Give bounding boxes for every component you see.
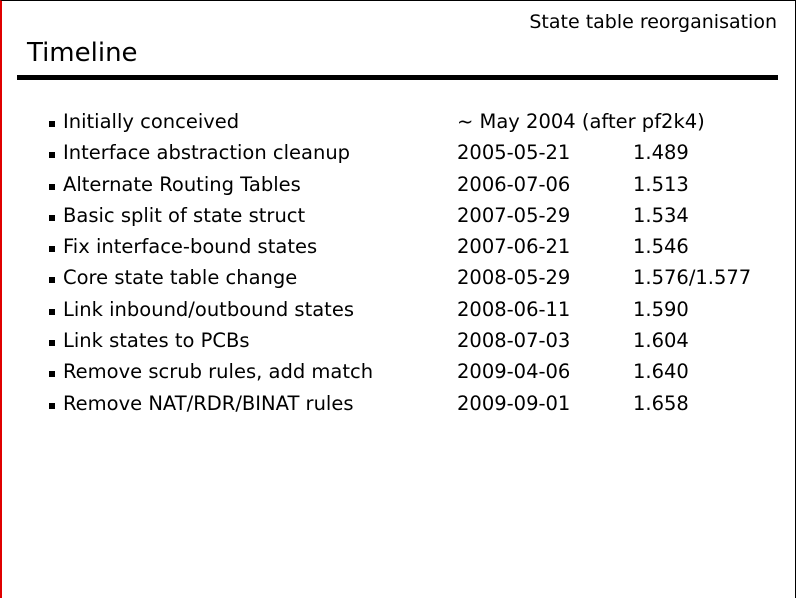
- item-date: 2005-05-21: [457, 141, 571, 165]
- item-date: 2007-05-29: [457, 203, 571, 227]
- item-revision: 1.640: [633, 360, 689, 384]
- item-revision: 1.658: [633, 391, 689, 415]
- list-item: Core state table change 2008-05-29 1.576/1…: [0, 264, 798, 295]
- bullet-icon: [49, 340, 55, 347]
- slide-title: Timeline: [27, 38, 138, 68]
- item-date: 2009-09-01: [457, 391, 571, 415]
- item-label: Link inbound/outbound states: [63, 297, 354, 321]
- item-date: 2006-07-06: [457, 172, 571, 196]
- item-label: Link states to PCBs: [63, 329, 250, 353]
- bullet-icon: [49, 246, 55, 253]
- title-underline: [17, 75, 778, 80]
- item-date: 2009-04-06: [457, 360, 571, 384]
- bullet-icon: [49, 214, 55, 221]
- list-item: Interface abstraction cleanup 2005-05-21 1…: [0, 139, 798, 170]
- item-revision: 1.546: [633, 235, 689, 259]
- bullet-icon: [49, 152, 55, 159]
- item-date: 2007-06-21: [457, 235, 571, 259]
- bullet-icon: [49, 308, 55, 315]
- bullet-icon: [49, 121, 55, 127]
- item-revision: 1.590: [633, 297, 689, 321]
- list-item: Link inbound/outbound states 2008-06-11 1.…: [0, 296, 798, 327]
- timeline-list: Initially conceived ~ May 2004 (after pf2…: [0, 108, 798, 421]
- item-revision: 1.513: [633, 172, 689, 196]
- item-revision: 1.489: [633, 141, 689, 165]
- item-date: 2008-07-03: [457, 329, 571, 353]
- item-label: Remove scrub rules, add match: [63, 360, 374, 384]
- item-revision: 1.534: [633, 203, 689, 227]
- item-date: ~ May 2004 (after pf2k4): [457, 110, 705, 133]
- item-label: Alternate Routing Tables: [63, 172, 301, 196]
- list-item: Link states to PCBs 2008-07-03 1.604: [0, 327, 798, 358]
- bullet-icon: [49, 277, 55, 284]
- list-item: Remove NAT/RDR/BINAT rules 2009-09-01 1.65…: [0, 390, 798, 421]
- item-label: Remove NAT/RDR/BINAT rules: [63, 391, 354, 415]
- list-item: Remove scrub rules, add match 2009-04-06 1…: [0, 358, 798, 389]
- item-label: Basic split of state struct: [63, 203, 306, 227]
- list-item: Basic split of state struct 2007-05-29 1.5…: [0, 202, 798, 233]
- slide-header: State table reorganisation: [529, 11, 777, 33]
- item-revision: 1.604: [633, 329, 689, 353]
- item-label: Fix interface-bound states: [63, 235, 318, 259]
- bullet-icon: [49, 402, 55, 409]
- item-date: 2008-05-29: [457, 266, 571, 290]
- list-item: Fix interface-bound states 2007-06-21 1.54…: [0, 233, 798, 264]
- bullet-icon: [49, 371, 55, 378]
- item-revision: 1.576/1.577: [633, 266, 752, 290]
- bullet-icon: [49, 183, 55, 190]
- item-label: Core state table change: [63, 266, 298, 290]
- item-label: Initially conceived: [63, 110, 240, 133]
- list-item: Alternate Routing Tables 2006-07-06 1.513: [0, 171, 798, 202]
- item-date: 2008-06-11: [457, 297, 571, 321]
- item-label: Interface abstraction cleanup: [63, 141, 351, 165]
- list-item: Initially conceived ~ May 2004 (after pf2…: [0, 108, 798, 139]
